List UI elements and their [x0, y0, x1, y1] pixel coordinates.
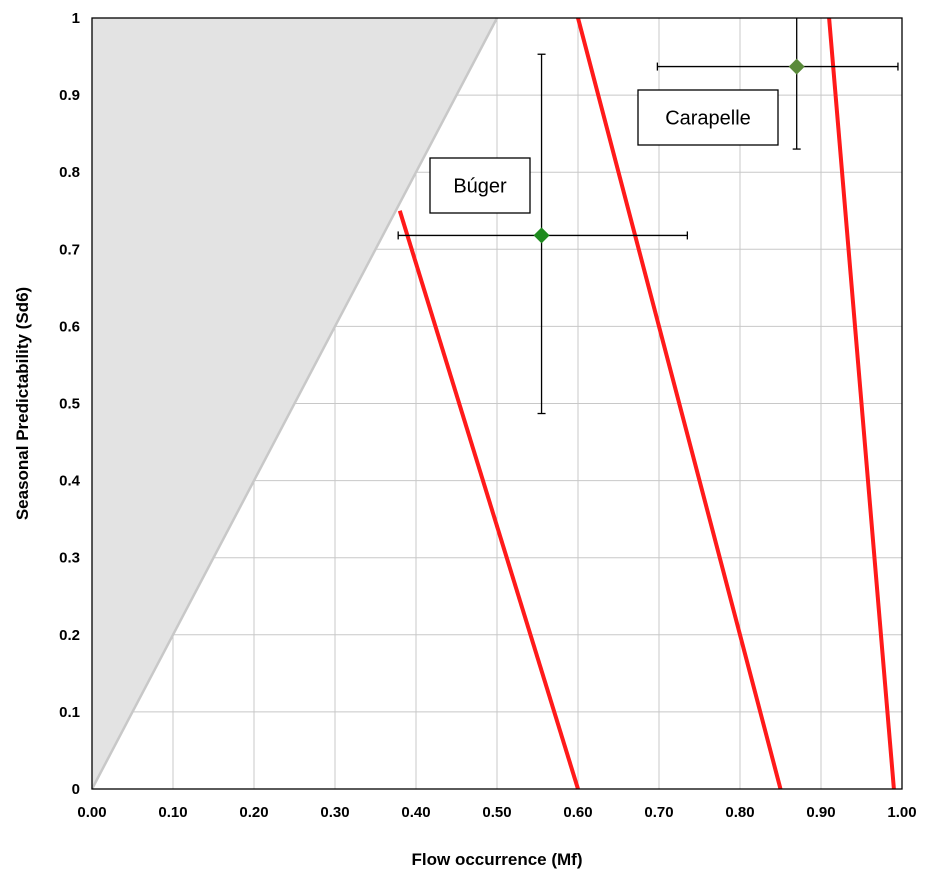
boundary-line-0 — [397, 210, 580, 790]
x-axis-title: Flow occurrence (Mf) — [412, 850, 583, 869]
annotation-box — [429, 157, 531, 214]
annotation-label: Búger — [453, 176, 507, 198]
shaded-region — [90, 17, 499, 790]
data-point-group-1 — [656, 18, 899, 150]
y-axis-tick-labels: 0 0.1 0.2 0.3 0.4 0.5 0.6 0.7 0.8 0.9 1 — [59, 10, 81, 798]
y-tick-label-6: 0.6 — [59, 318, 80, 335]
x-axis-tick-labels: 0.00 0.10 0.20 0.30 0.40 0.50 0.60 0.70 0.80 0.90… — [77, 804, 916, 821]
boundary-line-1 — [576, 17, 783, 790]
x-tick-label-1: 0.10 — [158, 804, 187, 821]
annotation-box — [637, 89, 779, 146]
y-tick-label-5: 0.5 — [59, 396, 80, 413]
x-tick-label-5: 0.50 — [482, 804, 511, 821]
y-tick-label-0: 0 — [72, 781, 80, 798]
x-tick-label-7: 0.70 — [644, 804, 673, 821]
data-point-marker — [788, 58, 805, 75]
y-tick-label-2: 0.2 — [59, 627, 80, 644]
data-points — [397, 18, 899, 415]
y-tick-label-7: 0.7 — [59, 241, 80, 258]
x-tick-label-10: 1.00 — [887, 804, 916, 821]
plot-frame — [91, 17, 903, 790]
annotation-0: Búger — [429, 157, 531, 214]
annotations: Búger Carapelle — [429, 89, 779, 214]
x-tick-label-6: 0.60 — [563, 804, 592, 821]
x-tick-label-2: 0.20 — [239, 804, 268, 821]
data-point-marker — [533, 227, 550, 244]
data-point-group-0 — [397, 53, 688, 415]
y-tick-label-9: 0.9 — [59, 87, 80, 104]
boundary-lines — [397, 17, 896, 790]
y-tick-label-3: 0.3 — [59, 550, 80, 567]
shaded-edge — [90, 17, 499, 790]
x-tick-label-3: 0.30 — [320, 804, 349, 821]
boundary-line-2 — [827, 17, 896, 790]
y-axis-title: Seasonal Predictability (Sd6) — [13, 287, 32, 520]
annotation-1: Carapelle — [637, 89, 779, 146]
y-tick-label-8: 0.8 — [59, 164, 80, 181]
x-tick-label-9: 0.90 — [806, 804, 835, 821]
x-tick-label-8: 0.80 — [725, 804, 754, 821]
y-tick-label-1: 0.1 — [59, 704, 80, 721]
y-tick-label-4: 0.4 — [59, 473, 81, 490]
x-tick-label-4: 0.40 — [401, 804, 430, 821]
annotation-label: Carapelle — [665, 108, 751, 130]
x-tick-label-0: 0.00 — [77, 804, 106, 821]
y-tick-label-10: 1 — [72, 10, 80, 27]
